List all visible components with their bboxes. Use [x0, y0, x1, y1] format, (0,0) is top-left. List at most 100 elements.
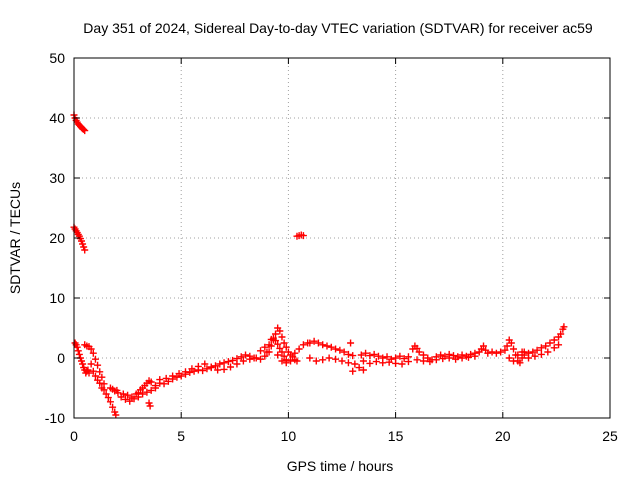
data-point	[497, 348, 505, 356]
data-point	[173, 373, 181, 381]
data-point	[74, 347, 82, 355]
data-point	[216, 360, 224, 368]
data-point	[546, 339, 554, 347]
data-point	[89, 367, 97, 375]
data-point	[550, 336, 558, 344]
data-point	[293, 357, 301, 365]
data-point	[79, 360, 87, 368]
y-tick-label: 30	[49, 170, 65, 186]
y-tick-label: 20	[49, 230, 65, 246]
data-point	[278, 357, 286, 365]
data-point	[126, 397, 134, 405]
data-point	[109, 403, 117, 411]
data-point	[349, 352, 357, 360]
data-point	[257, 347, 265, 355]
data-point	[220, 359, 228, 367]
data-point	[181, 368, 189, 376]
data-point	[87, 345, 95, 353]
data-point	[555, 341, 563, 349]
data-point	[319, 341, 327, 349]
data-point	[415, 348, 423, 356]
data-point	[314, 339, 322, 347]
data-point	[130, 395, 138, 403]
data-point	[439, 355, 447, 363]
data-point	[156, 376, 164, 384]
data-point	[550, 344, 558, 352]
data-point	[370, 350, 378, 358]
data-point	[280, 352, 288, 360]
data-point	[336, 346, 344, 354]
data-point	[312, 357, 320, 365]
data-point	[162, 374, 170, 382]
data-point	[537, 350, 545, 358]
data-point	[257, 355, 265, 363]
data-point	[445, 354, 453, 362]
data-point	[458, 354, 466, 362]
y-tick-label: 10	[49, 290, 65, 306]
data-point	[424, 354, 432, 362]
data-point	[146, 402, 154, 410]
data-point	[349, 367, 357, 375]
data-point	[332, 345, 340, 353]
data-point	[544, 348, 552, 356]
data-point	[374, 352, 382, 360]
data-point	[299, 232, 307, 240]
data-point	[480, 342, 488, 350]
data-point	[510, 345, 518, 353]
data-point	[426, 358, 434, 366]
data-point	[529, 348, 537, 356]
data-point	[117, 393, 125, 401]
data-point	[510, 357, 518, 365]
data-point	[484, 349, 492, 357]
data-point	[413, 356, 421, 364]
x-tick-label: 20	[495, 428, 511, 444]
data-point	[325, 354, 333, 362]
data-point	[338, 357, 346, 365]
data-point	[121, 395, 129, 403]
data-point	[295, 345, 303, 353]
data-point	[96, 368, 104, 376]
data-point	[516, 359, 524, 367]
data-point	[175, 370, 183, 378]
data-point	[344, 350, 352, 358]
data-point	[229, 356, 237, 364]
data-point	[419, 351, 427, 359]
data-point	[112, 411, 120, 419]
data-point	[372, 358, 380, 366]
data-point	[520, 348, 528, 356]
data-point	[151, 382, 159, 390]
data-point	[274, 351, 282, 359]
data-point	[514, 351, 522, 359]
data-point	[263, 348, 271, 356]
x-tick-label: 10	[281, 428, 297, 444]
data-point	[525, 354, 533, 362]
data-point	[104, 394, 112, 402]
data-point	[94, 361, 102, 369]
data-point	[291, 349, 299, 357]
data-point	[274, 340, 282, 348]
data-point	[492, 349, 500, 357]
y-tick-label: 0	[57, 350, 65, 366]
data-point	[404, 358, 412, 366]
data-point	[134, 393, 142, 401]
data-point	[310, 337, 318, 345]
data-point	[471, 352, 479, 360]
data-point	[366, 352, 374, 360]
data-point	[385, 358, 393, 366]
y-tick-label: 40	[49, 110, 65, 126]
data-point	[299, 341, 307, 349]
data-point	[233, 360, 241, 368]
data-point	[347, 339, 355, 347]
data-point	[203, 365, 211, 373]
y-tick-label: -10	[45, 410, 65, 426]
data-point	[400, 355, 408, 363]
data-point	[282, 343, 290, 351]
data-point	[327, 343, 335, 351]
data-point	[201, 360, 209, 368]
data-point	[432, 356, 440, 364]
data-point	[261, 343, 269, 351]
data-series	[70, 111, 568, 419]
data-point	[199, 367, 207, 375]
axis-ticks: 0 5 10 15 20 25 -10 0 10 20 30 40 50	[45, 50, 618, 444]
